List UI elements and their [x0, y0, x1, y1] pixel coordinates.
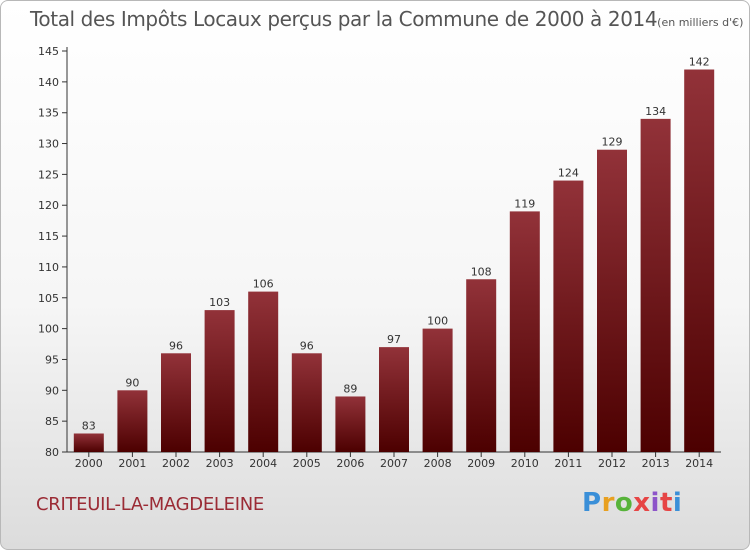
proxiti-logo: Proxiti [582, 488, 682, 518]
bar-value-label: 100 [427, 315, 448, 328]
bar-value-label: 97 [387, 333, 401, 346]
y-tick-label: 120 [38, 199, 59, 212]
x-tick-label: 2002 [162, 457, 190, 470]
x-tick-label: 2007 [380, 457, 408, 470]
bar-value-label: 108 [471, 265, 492, 278]
x-tick-label: 2006 [336, 457, 364, 470]
bar [422, 328, 453, 452]
y-tick-label: 85 [45, 415, 59, 428]
bar-value-label: 129 [602, 136, 623, 149]
chart-title-main: Total des Impôts Locaux perçus par la Co… [30, 7, 658, 31]
chart-title-unit: (en milliers d'€) [657, 16, 744, 29]
x-tick-label: 2009 [467, 457, 495, 470]
commune-name: CRITEUIL-LA-MAGDELEINE [36, 494, 264, 515]
bar [335, 396, 366, 452]
bar [291, 353, 322, 452]
y-tick-label: 145 [38, 45, 59, 58]
chart-title: Total des Impôts Locaux perçus par la Co… [30, 7, 743, 31]
y-tick-label: 140 [38, 76, 59, 89]
y-tick-label: 105 [38, 292, 59, 305]
y-tick-label: 135 [38, 107, 59, 120]
y-tick-label: 100 [38, 323, 59, 336]
bar-value-label: 119 [514, 197, 535, 210]
x-tick-label: 2003 [206, 457, 234, 470]
x-tick-label: 2010 [511, 457, 539, 470]
bar-value-label: 103 [209, 296, 230, 309]
y-tick-label: 115 [38, 230, 59, 243]
bar-value-label: 134 [645, 105, 666, 118]
bar [248, 291, 279, 452]
bar [509, 211, 540, 452]
y-tick-label: 80 [45, 446, 59, 459]
bar [379, 347, 409, 452]
x-tick-label: 2001 [118, 457, 146, 470]
bar-value-label: 89 [343, 382, 357, 395]
y-tick-label: 130 [38, 138, 59, 151]
logo-letter: i [650, 488, 660, 518]
logo-letter: i [672, 488, 683, 518]
logo-letter: o [614, 488, 634, 518]
x-tick-label: 2012 [598, 457, 626, 470]
bar [466, 279, 497, 452]
bar-value-label: 96 [300, 339, 314, 352]
x-tick-label: 2004 [249, 457, 277, 470]
bar [640, 118, 671, 452]
x-tick-label: 2014 [685, 457, 713, 470]
bar-value-label: 83 [82, 419, 96, 432]
bar-value-label: 106 [253, 278, 274, 291]
y-tick-label: 125 [38, 168, 59, 181]
x-tick-label: 2005 [293, 457, 321, 470]
bar [553, 180, 584, 453]
logo-letter: r [601, 488, 615, 518]
bar-value-label: 124 [558, 167, 579, 180]
x-tick-label: 2008 [424, 457, 452, 470]
bar-value-label: 90 [125, 376, 139, 389]
logo-letter: t [659, 488, 673, 518]
bar [684, 69, 715, 452]
y-tick-label: 90 [45, 384, 59, 397]
y-tick-label: 110 [38, 261, 59, 274]
logo-letter: x [633, 488, 651, 518]
bar [161, 353, 191, 452]
logo-letter: P [582, 488, 602, 518]
bar-value-label: 96 [169, 339, 183, 352]
x-tick-label: 2011 [554, 457, 582, 470]
x-tick-label: 2013 [642, 457, 670, 470]
y-tick-label: 95 [45, 353, 59, 366]
bar [597, 149, 627, 452]
bar [204, 310, 235, 452]
bar [73, 433, 104, 452]
bar [117, 390, 148, 452]
bar-value-label: 142 [689, 56, 710, 69]
x-tick-label: 2000 [75, 457, 103, 470]
